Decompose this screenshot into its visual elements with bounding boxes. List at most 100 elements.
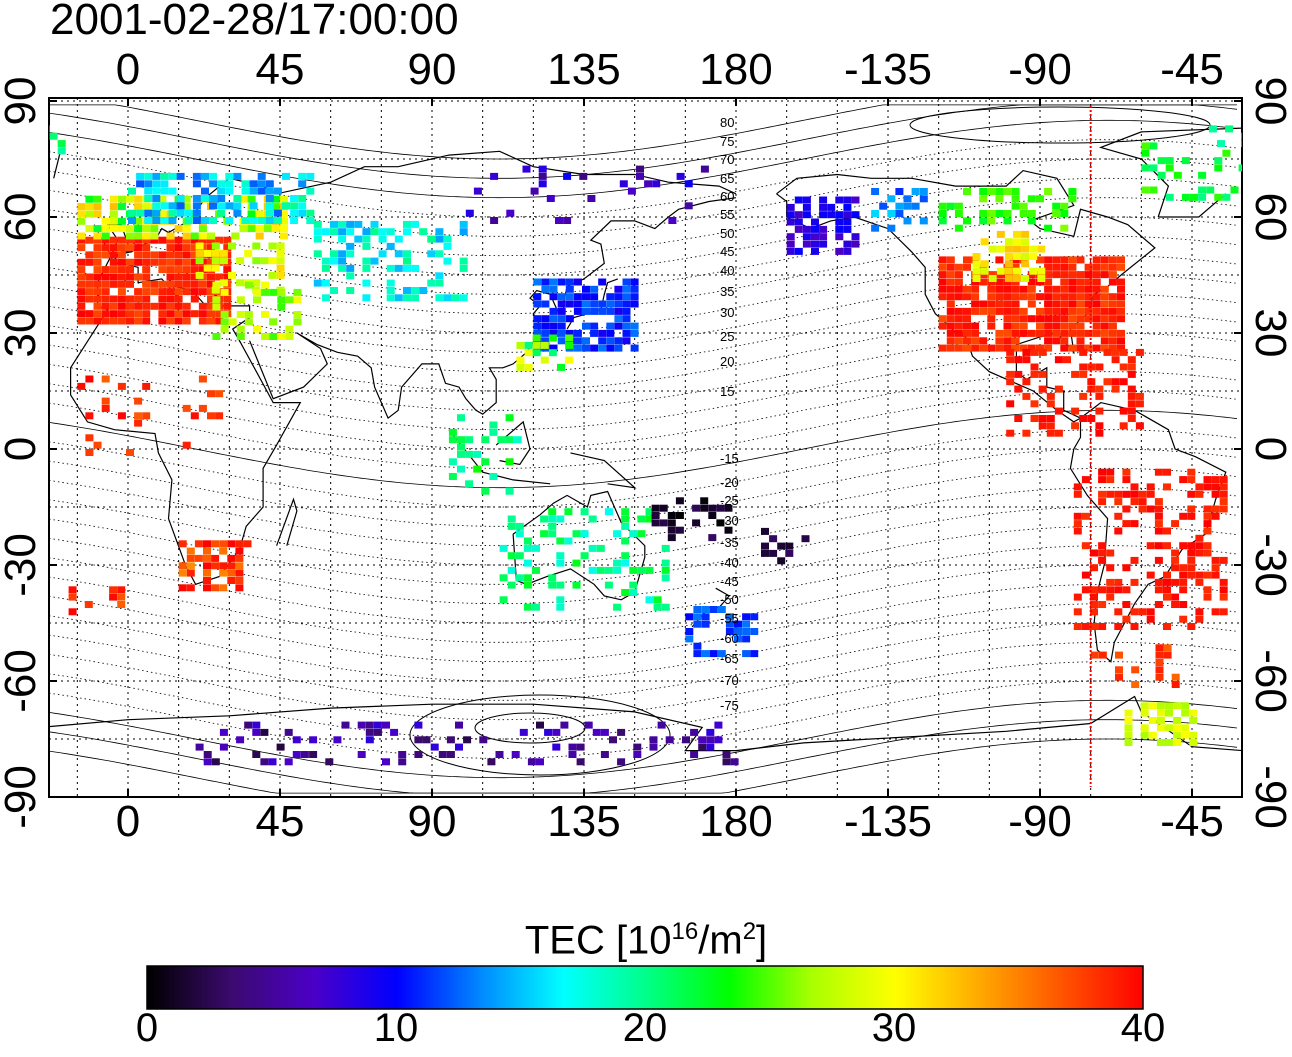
- tec-cell: [980, 267, 989, 275]
- tec-cell: [207, 232, 215, 240]
- tec-cell: [938, 293, 947, 301]
- tec-cell: [117, 412, 126, 420]
- colorbar-swatch: [659, 966, 662, 1009]
- tec-cell: [1019, 322, 1028, 330]
- colorbar-swatch: [1017, 966, 1020, 1009]
- tec-cell: [473, 450, 482, 458]
- tec-cell: [1122, 564, 1131, 572]
- tec-cell: [1165, 724, 1173, 732]
- colorbar-swatch: [683, 966, 686, 1009]
- tec-cell: [1060, 285, 1069, 293]
- tec-cell: [1006, 378, 1015, 386]
- tec-cell: [1130, 483, 1139, 491]
- tec-cell: [77, 232, 86, 240]
- colorbar-swatch: [299, 966, 302, 1009]
- tec-cell: [236, 296, 245, 304]
- colorbar-swatch: [345, 966, 348, 1009]
- tec-cell: [734, 635, 742, 643]
- tec-cell: [572, 559, 581, 567]
- tec-cell: [1179, 542, 1188, 550]
- colorbar-swatch: [227, 966, 230, 1009]
- tec-cell: [819, 196, 828, 204]
- colorbar-swatch: [213, 966, 216, 1009]
- tec-cell: [716, 519, 725, 527]
- tec-cell: [590, 329, 599, 337]
- colorbar-swatch: [191, 966, 194, 1009]
- tec-cell: [742, 635, 751, 643]
- tec-cell: [211, 540, 220, 548]
- tec-cell: [160, 202, 169, 210]
- tec-cell: [1076, 337, 1085, 345]
- colorbar-swatch: [337, 966, 340, 1009]
- tec-cell: [532, 341, 541, 349]
- tec-cell: [843, 225, 852, 233]
- colorbar-swatch: [347, 966, 350, 1009]
- tec-cell: [954, 337, 963, 345]
- tec-cell: [1095, 385, 1104, 393]
- tec-cell: [1108, 256, 1117, 264]
- colorbar-swatch: [597, 966, 600, 1009]
- tec-cell: [276, 242, 285, 250]
- colorbar-swatch: [1111, 966, 1114, 1009]
- tec-cell: [609, 736, 617, 744]
- colorbar-swatch: [769, 966, 772, 1009]
- tec-cell: [963, 263, 971, 271]
- colorbar-swatch: [339, 966, 342, 1009]
- colorbar-swatch: [363, 966, 366, 1009]
- tec-cell: [1127, 356, 1136, 364]
- colorbar-swatch: [353, 966, 356, 1009]
- colorbar-swatch: [297, 966, 300, 1009]
- tec-cell: [1022, 356, 1031, 364]
- tec-cell: [1195, 549, 1204, 557]
- colorbar-swatch: [341, 966, 344, 1009]
- tec-cell: [1011, 285, 1020, 293]
- tec-cell: [1044, 188, 1053, 195]
- tec-cell: [651, 504, 660, 512]
- tec-cell: [321, 294, 330, 302]
- colorbar-swatch: [401, 966, 404, 1009]
- colorbar-swatch: [865, 966, 868, 1009]
- tec-cell: [370, 257, 379, 265]
- tec-cell: [987, 293, 996, 301]
- colorbar-swatch: [879, 966, 882, 1009]
- tec-cell: [1163, 593, 1171, 601]
- tec-cell: [265, 209, 274, 217]
- tec-cell: [265, 217, 274, 224]
- tec-cell: [190, 251, 199, 259]
- tec-cell: [651, 512, 660, 519]
- colorbar-swatch: [599, 966, 602, 1009]
- tec-cell: [109, 244, 118, 252]
- colorbar-swatch: [861, 966, 864, 1009]
- tec-cell: [438, 751, 447, 758]
- tec-cell: [239, 225, 248, 233]
- tec-cell: [582, 344, 590, 352]
- tec-cell: [963, 337, 971, 345]
- tec-cell: [1021, 245, 1030, 253]
- tec-cell: [895, 210, 904, 217]
- tec-cell: [794, 225, 803, 233]
- tec-cell: [330, 220, 338, 228]
- colorbar-swatch: [385, 966, 388, 1009]
- tec-cell: [1092, 271, 1101, 279]
- tec-cell: [282, 202, 290, 210]
- colorbar-swatch: [529, 966, 532, 1009]
- tec-cell: [811, 225, 819, 233]
- tec-cell: [725, 620, 734, 628]
- colorbar-swatch: [973, 966, 976, 1009]
- tec-cell: [1038, 422, 1047, 430]
- tec-cell: [742, 613, 751, 621]
- colorbar-swatch: [651, 966, 654, 1009]
- tec-cell: [192, 195, 201, 202]
- tec-cell: [182, 288, 191, 296]
- tec-cell: [995, 337, 1004, 345]
- colorbar-swatch: [853, 966, 856, 1009]
- tec-cell: [227, 554, 236, 562]
- tec-cell: [284, 758, 293, 766]
- tec-cell: [1038, 385, 1047, 393]
- colorbar-swatch: [387, 966, 390, 1009]
- tec-cell: [443, 257, 452, 265]
- tec-cell: [1171, 556, 1180, 564]
- colorbar-swatch: [745, 966, 748, 1009]
- tec-cell: [85, 449, 94, 456]
- tec-cell: [515, 522, 524, 530]
